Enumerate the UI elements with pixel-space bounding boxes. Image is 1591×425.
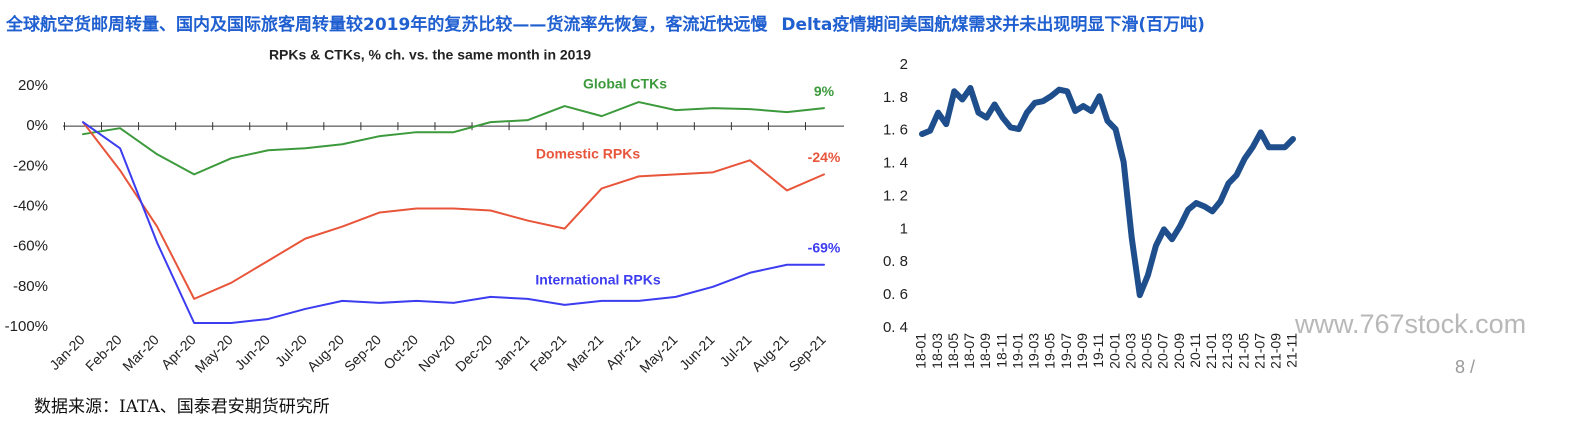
y-tick-label: 0% <box>26 117 48 134</box>
value-label: -24% <box>808 149 841 165</box>
x-tick-label: 21-09 <box>1268 333 1284 369</box>
x-tick-label: 21-07 <box>1251 333 1267 369</box>
x-tick-label: Aug-20 <box>304 331 347 374</box>
x-tick-label: 18-03 <box>929 333 945 369</box>
y-tick-label: 0. 6 <box>883 286 908 303</box>
x-tick-label: 20-11 <box>1187 333 1203 368</box>
x-tick-label: Jan-21 <box>491 331 533 373</box>
x-tick-label: May-21 <box>636 331 680 375</box>
source: 数据来源：IATA、国泰君安期货研究所 <box>34 397 330 417</box>
x-tick-label: 20-09 <box>1171 333 1187 369</box>
y-tick-label: -80% <box>13 278 48 295</box>
y-tick-label: 0. 8 <box>883 253 908 270</box>
header-left: 全球航空货邮周转量、国内及国际旅客周转量较2019年的复苏比较——货流率先恢复，… <box>6 15 768 35</box>
y-tick-label: 0. 4 <box>883 319 908 336</box>
x-tick-label: Oct-20 <box>380 331 421 372</box>
series-label: Global CTKs <box>583 76 667 92</box>
x-tick-label: 19-07 <box>1058 333 1074 369</box>
x-tick-label: 19-05 <box>1042 333 1058 369</box>
watermark: www.767stock.com <box>1294 309 1526 339</box>
series-line <box>919 85 1296 299</box>
y-tick-label: -60% <box>13 238 48 255</box>
x-tick-label: 19-03 <box>1026 333 1042 369</box>
value-label: 9% <box>814 83 835 99</box>
x-tick-label: Sep-21 <box>785 331 828 374</box>
x-tick-label: Nov-20 <box>415 331 458 374</box>
x-tick-label: Feb-21 <box>527 331 570 374</box>
x-tick-label: Sep-20 <box>341 331 384 374</box>
x-tick-label: 18-05 <box>945 333 961 369</box>
x-tick-label: Jan-20 <box>46 331 88 373</box>
x-tick-label: 21-11 <box>1284 333 1300 368</box>
x-tick-label: 19-11 <box>1090 333 1106 368</box>
x-tick-label: 18-11 <box>993 333 1009 368</box>
y-tick-label: -100% <box>5 318 48 335</box>
x-tick-label: Mar-21 <box>564 331 607 374</box>
x-tick-label: 21-01 <box>1203 333 1219 369</box>
x-tick-label: Jun-21 <box>676 331 718 373</box>
x-tick-label: Jun-20 <box>231 331 273 373</box>
x-tick-label: 19-01 <box>1009 333 1025 369</box>
series-line <box>82 121 825 324</box>
x-tick-label: 21-03 <box>1219 333 1235 369</box>
y-tick-label: 2 <box>900 56 908 73</box>
x-tick-label: Aug-21 <box>748 331 791 374</box>
y-tick-label: 1. 4 <box>883 155 908 172</box>
series-label: International RPKs <box>535 272 660 288</box>
x-tick-label: 18-01 <box>913 333 929 369</box>
x-tick-label: Mar-20 <box>119 331 162 374</box>
y-tick-label: 1. 8 <box>883 89 908 106</box>
x-tick-label: 19-09 <box>1074 333 1090 369</box>
x-tick-label: Dec-20 <box>452 331 495 374</box>
series-line <box>82 121 825 300</box>
x-tick-label: Feb-20 <box>82 331 125 374</box>
x-tick-label: 20-03 <box>1122 333 1138 369</box>
series-line <box>82 101 825 176</box>
x-tick-label: 21-05 <box>1235 333 1251 369</box>
value-label: -69% <box>808 239 841 255</box>
x-tick-label: 20-07 <box>1155 333 1171 369</box>
y-tick-label: -20% <box>13 157 48 174</box>
x-tick-label: 18-07 <box>961 333 977 369</box>
y-tick-label: 20% <box>18 77 48 94</box>
x-tick-label: 20-01 <box>1106 333 1122 369</box>
x-tick-label: 20-05 <box>1139 333 1155 369</box>
header-right: Delta疫情期间美国航煤需求并未出现明显下滑(百万吨) <box>781 15 1205 35</box>
y-tick-label: 1 <box>900 220 908 237</box>
x-tick-label: May-20 <box>192 331 236 375</box>
y-tick-label: 1. 2 <box>883 187 908 204</box>
chart-title: RPKs & CTKs, % ch. vs. the same month in… <box>269 47 591 63</box>
y-tick-label: 1. 6 <box>883 122 908 139</box>
series-label: Domestic RPKs <box>536 146 640 162</box>
y-tick-label: -40% <box>13 197 48 214</box>
header: 全球航空货邮周转量、国内及国际旅客周转量较2019年的复苏比较——货流率先恢复，… <box>6 10 1205 35</box>
page-number: 8 / <box>1455 357 1475 377</box>
x-tick-label: 18-09 <box>977 333 993 369</box>
